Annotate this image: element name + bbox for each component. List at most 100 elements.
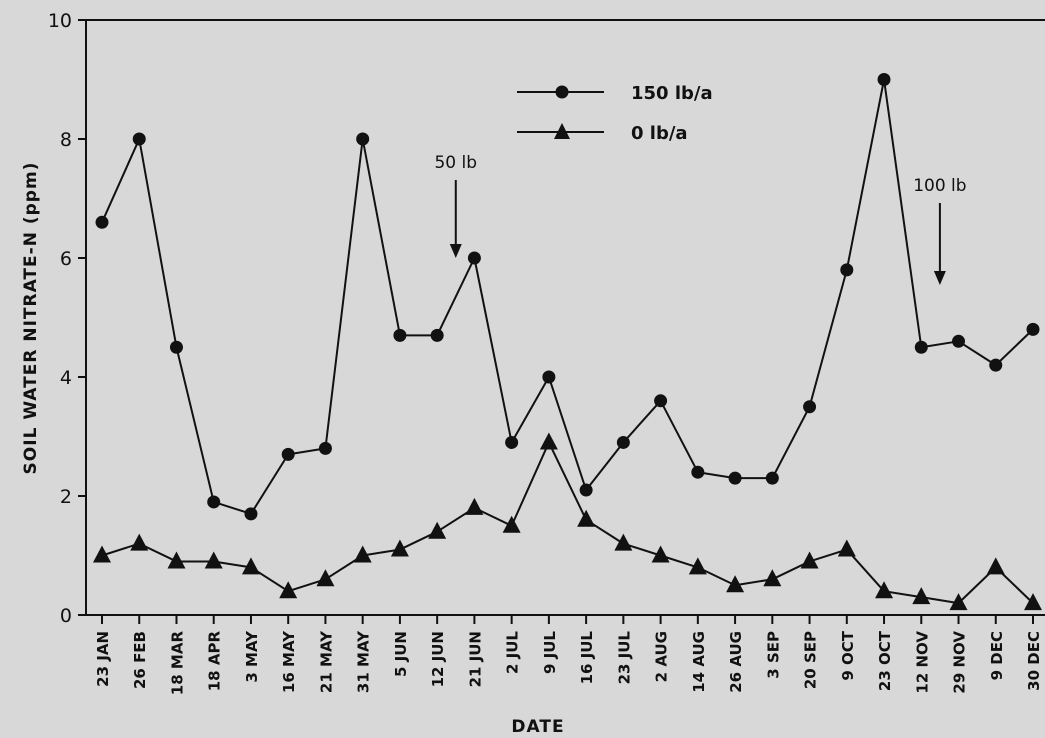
x-tick-label: 9 OCT: [839, 630, 857, 680]
x-tick-label: 20 SEP: [802, 631, 820, 689]
x-tick-label: 30 DEC: [1025, 631, 1043, 691]
data-point-circle: [393, 328, 407, 342]
annotation-label: 50 lb: [434, 153, 477, 173]
data-point-triangle: [875, 581, 894, 599]
data-point-triangle: [949, 593, 968, 611]
x-tick-label: 9 DEC: [988, 631, 1006, 680]
y-axis-title: SOIL WATER NITRATE-N (ppm): [21, 162, 41, 475]
data-point-triangle: [130, 533, 149, 551]
data-point-circle: [952, 334, 966, 348]
data-point-circle: [840, 263, 854, 277]
data-point-circle: [542, 370, 556, 384]
x-tick-label: 9 JUL: [541, 631, 559, 674]
data-point-triangle: [1024, 593, 1042, 611]
data-point-triangle: [93, 545, 111, 563]
data-point-circle: [430, 328, 444, 342]
data-point-triangle: [353, 545, 372, 563]
data-point-triangle: [167, 551, 186, 569]
annotation-label: 100 lb: [913, 176, 966, 196]
data-point-circle: [728, 471, 742, 485]
y-tick-label: 8: [60, 129, 72, 151]
legend-label-150: 150 lb/a: [631, 83, 713, 104]
data-point-triangle: [465, 497, 484, 515]
data-point-triangle: [316, 569, 335, 587]
data-point-triangle: [986, 557, 1005, 575]
series-1: [93, 432, 1042, 611]
x-tick-label: 29 NOV: [951, 631, 969, 694]
data-point-triangle: [428, 521, 447, 539]
data-point-triangle: [539, 432, 558, 450]
data-point-circle: [803, 400, 817, 414]
data-point-circle: [244, 507, 258, 521]
data-point-circle: [1026, 322, 1040, 336]
x-tick-label: 18 MAR: [168, 631, 186, 696]
x-tick-label: 21 MAY: [317, 630, 335, 693]
y-tick-label: 0: [60, 605, 72, 627]
data-point-circle: [616, 435, 630, 449]
x-tick-label: 12 JUN: [429, 631, 447, 687]
x-tick-label: 23 JUL: [615, 631, 633, 685]
data-point-circle: [318, 441, 332, 455]
data-point-triangle: [502, 515, 521, 533]
data-point-triangle: [726, 575, 745, 593]
x-tick-label: 18 APR: [206, 631, 224, 692]
x-tick-label: 16 JUL: [578, 631, 596, 685]
data-point-triangle: [204, 551, 223, 569]
x-tick-label: 23 OCT: [876, 630, 894, 691]
annotation-arrow-head: [449, 244, 462, 258]
data-point-triangle: [651, 545, 670, 563]
data-point-circle: [207, 495, 221, 509]
data-point-circle: [654, 394, 668, 408]
data-point-triangle: [577, 509, 596, 527]
x-tick-label: 23 JAN: [94, 631, 112, 687]
x-tick-label: 14 AUG: [690, 631, 708, 693]
data-point-circle: [281, 447, 295, 461]
x-tick-label: 26 FEB: [131, 631, 149, 689]
x-tick-label: 5 JUN: [392, 631, 410, 677]
x-tick-label: 3 MAY: [243, 630, 261, 683]
legend-label-0: 0 lb/a: [631, 123, 688, 144]
y-ticks: 0 2 4 6 8 10: [48, 10, 86, 627]
x-tick-label: 2 AUG: [653, 631, 671, 682]
data-point-circle: [356, 132, 370, 146]
data-point-circle: [989, 358, 1003, 372]
data-point-triangle: [241, 557, 260, 575]
x-tick-label: 31 MAY: [355, 630, 373, 693]
data-point-circle: [467, 251, 481, 265]
y-tick-label: 2: [60, 486, 72, 508]
data-point-triangle: [688, 557, 707, 575]
y-tick-label: 10: [48, 10, 72, 32]
x-tick-label: 16 MAY: [280, 630, 298, 693]
legend-marker-circle: [555, 85, 569, 99]
x-tick-label: 21 JUN: [466, 631, 484, 687]
series-line: [101, 78, 1034, 515]
data-point-triangle: [390, 539, 409, 557]
data-point-circle: [132, 132, 146, 146]
data-point-triangle: [279, 581, 298, 599]
data-point-triangle: [800, 551, 819, 569]
data-point-triangle: [912, 587, 931, 605]
legend-marker-triangle: [554, 123, 570, 139]
data-point-circle: [765, 471, 779, 485]
data-point-circle: [877, 73, 891, 86]
x-tick-label: 2 JUL: [504, 631, 522, 674]
legend: 150 lb/a 0 lb/a: [517, 83, 713, 144]
x-tick-label: 26 AUG: [727, 631, 745, 693]
x-axis-title: DATE: [511, 717, 564, 737]
axes: [85, 19, 1045, 616]
data-point-circle: [505, 435, 519, 449]
series-layer: [93, 73, 1042, 611]
data-point-circle: [579, 483, 593, 497]
x-tick-label: 12 NOV: [913, 631, 931, 694]
y-tick-label: 4: [60, 367, 72, 389]
data-point-triangle: [837, 539, 856, 557]
data-point-circle: [914, 340, 928, 354]
x-tick-label: 3 SEP: [764, 631, 782, 679]
data-point-triangle: [763, 569, 782, 587]
y-tick-label: 6: [60, 248, 72, 270]
x-ticks: 23 JAN 26 FEB 18 MAR 18 APR 3 MAY 16 MAY 21 MA…: [94, 615, 1043, 695]
annotations: 50 lb 100 lb: [434, 153, 967, 285]
annotation-arrow-head: [933, 271, 946, 285]
data-point-circle: [95, 215, 109, 229]
series-line: [101, 441, 1034, 605]
